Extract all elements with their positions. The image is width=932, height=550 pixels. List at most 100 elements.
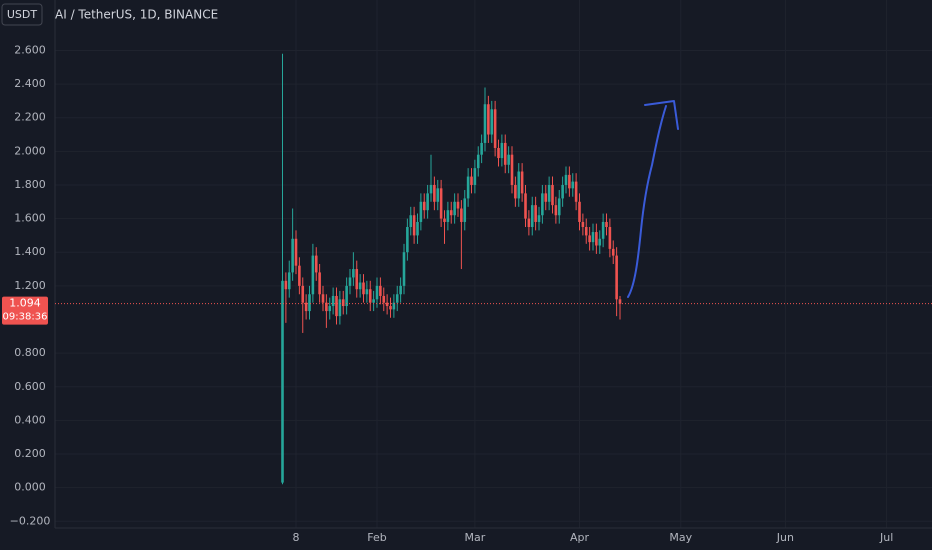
currency-button[interactable] — [1, 3, 43, 26]
candle-body — [581, 221, 585, 228]
y-tick-label: 0.000 — [14, 481, 46, 494]
candle-body — [436, 188, 440, 202]
candle-body — [429, 184, 433, 194]
x-tick-label: 8 — [293, 531, 300, 544]
candle-body — [490, 109, 494, 135]
candle-body — [399, 285, 402, 295]
countdown-label: 09:38:36 — [3, 312, 48, 323]
candle-body — [520, 171, 524, 194]
candle-body — [497, 147, 500, 159]
y-tick-label: 2.000 — [14, 144, 46, 157]
overlay: 1.094 09:38:36 — [2, 296, 932, 325]
y-tick-label: 1.600 — [14, 212, 46, 225]
x-tick-label: Feb — [367, 531, 386, 544]
candle-body — [412, 215, 416, 236]
candle-body — [588, 235, 591, 243]
candle-body — [362, 282, 365, 295]
candle-body — [524, 193, 527, 219]
candle-body — [544, 193, 548, 202]
candle-body — [281, 280, 284, 483]
candle-body — [308, 294, 311, 312]
grid — [55, 0, 932, 528]
candle-body — [530, 205, 534, 228]
candle-body — [365, 289, 369, 295]
candle-body — [476, 154, 480, 169]
x-tick-label: Apr — [570, 531, 590, 544]
candles — [281, 53, 622, 485]
candle-body — [598, 238, 602, 246]
candle-body — [578, 201, 581, 222]
candle-body — [615, 255, 618, 300]
candle-body — [348, 277, 352, 286]
candle-body — [561, 184, 564, 199]
y-tick-label: 2.200 — [14, 111, 46, 124]
candle-body — [409, 215, 413, 228]
y-tick-label: 2.600 — [14, 43, 46, 56]
candle-body — [382, 295, 386, 303]
candle-body — [595, 232, 598, 246]
currency-label[interactable]: USDT — [7, 8, 38, 21]
candle-body — [433, 184, 436, 202]
candle-body — [392, 302, 396, 310]
last-price-box — [2, 296, 48, 325]
candle-body — [557, 198, 561, 216]
candle-body — [574, 181, 578, 202]
y-tick-label: −0.200 — [10, 514, 51, 527]
x-tick-label: Jul — [879, 531, 893, 544]
drawn-arrowhead — [644, 100, 679, 130]
candle-body — [547, 184, 551, 202]
candle-body — [527, 218, 531, 228]
candle-body — [311, 255, 315, 295]
candle-body — [534, 205, 537, 222]
candle-body — [541, 193, 544, 216]
y-tick-label: 1.400 — [14, 245, 46, 258]
candle-body — [402, 252, 406, 286]
x-tick-label: Jun — [776, 531, 794, 544]
candle-body — [375, 285, 379, 300]
candle-body — [551, 184, 554, 206]
candle-body — [301, 285, 305, 303]
y-tick-label: 0.200 — [14, 447, 46, 460]
candle-body — [554, 205, 558, 216]
candle-body — [449, 210, 453, 216]
drawn-arrow — [627, 105, 667, 298]
candle-body — [328, 306, 332, 312]
candle-body — [439, 188, 443, 219]
candle-body — [422, 201, 426, 211]
candle-body — [517, 171, 521, 199]
candle-body — [352, 269, 355, 278]
candle-body — [503, 142, 507, 165]
candle-body — [389, 306, 392, 310]
candle-body — [287, 272, 291, 290]
candle-body — [331, 295, 335, 307]
candle-body — [325, 302, 328, 312]
candle-body — [298, 265, 301, 286]
candle-body — [385, 302, 389, 307]
candle-body — [605, 221, 608, 228]
candle-body — [453, 201, 456, 216]
candle-body — [358, 282, 362, 290]
candle-body — [372, 299, 375, 303]
candle-body — [483, 104, 487, 143]
candle-body — [395, 294, 399, 303]
candle-body — [608, 227, 612, 249]
candle-body — [426, 193, 429, 211]
candle-body — [419, 201, 423, 222]
candle-body — [487, 104, 490, 135]
candle-body — [568, 174, 571, 189]
x-tick-label: May — [669, 531, 692, 544]
candle-body — [480, 142, 483, 155]
y-tick-label: 2.400 — [14, 77, 46, 90]
candle-body — [443, 218, 446, 222]
candle-body — [335, 295, 338, 317]
candle-body — [379, 285, 382, 296]
candle-body — [460, 208, 463, 222]
candle-body — [564, 174, 568, 185]
candle-body — [507, 154, 510, 165]
candle-body — [618, 299, 622, 304]
candle-body — [473, 168, 477, 185]
candle-body — [514, 184, 517, 199]
candle-body — [355, 269, 359, 290]
